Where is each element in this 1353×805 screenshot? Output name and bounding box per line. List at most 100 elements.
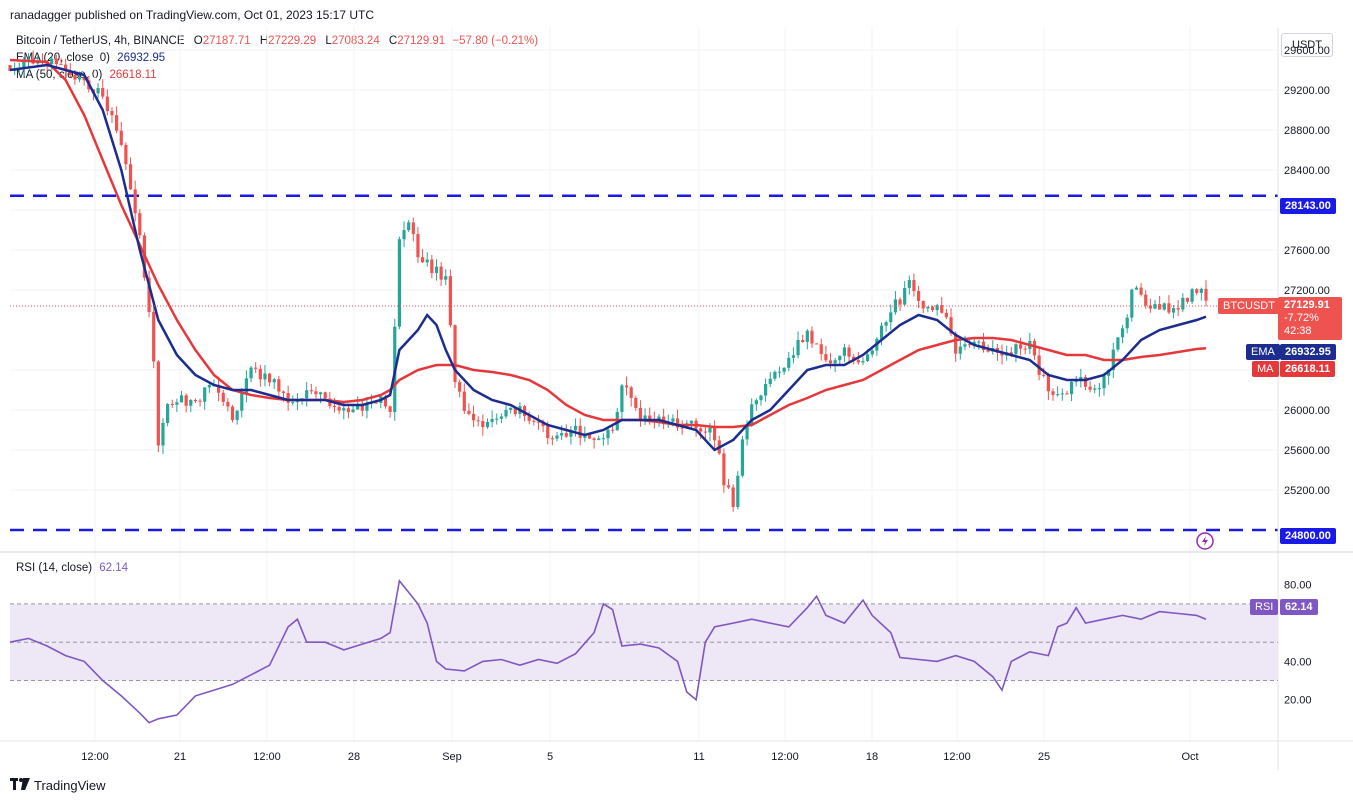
candle-body	[759, 395, 763, 401]
candle-body	[490, 418, 494, 422]
candle-body	[281, 391, 286, 393]
candle-body	[230, 406, 235, 420]
candle-body	[1199, 288, 1203, 293]
candle-body	[291, 402, 295, 404]
candle-body	[458, 382, 462, 392]
candle-body	[383, 396, 388, 407]
candle-body	[810, 330, 814, 344]
candle-body	[351, 409, 355, 413]
candle-body	[1074, 380, 1078, 382]
candle-body	[244, 378, 249, 394]
candle-body	[764, 383, 768, 396]
candle-body	[601, 438, 605, 440]
candle-body	[397, 239, 401, 327]
candle-body	[170, 404, 174, 406]
candle-body	[337, 406, 341, 411]
candle-body	[1065, 393, 1069, 395]
candle-body	[476, 420, 480, 422]
candle-body	[115, 115, 119, 131]
symbol-legend[interactable]: Bitcoin / TetherUS, 4h, BINANCE O27187.7…	[16, 35, 538, 47]
rsi-legend[interactable]: RSI (14, close) 62.14	[16, 562, 128, 574]
time-axis-labels: 12:00 21 12:00 28 Sep 5 11 12:00 18 12:00 25 Oct	[81, 751, 1198, 763]
candle-body	[193, 400, 198, 402]
candle-body	[124, 144, 128, 165]
candle-body	[416, 234, 420, 258]
ma-legend-value: 26618.11	[109, 69, 157, 81]
symbol-title: Bitcoin / TetherUS, 4h, BINANCE	[16, 35, 185, 47]
candle-body	[277, 379, 281, 392]
change-value: −57.80 (−0.21%)	[452, 35, 539, 47]
candle-body	[1051, 391, 1055, 395]
candle-body	[675, 418, 680, 428]
candle-body	[550, 438, 554, 440]
candle-body	[499, 416, 503, 419]
candle-body	[1120, 328, 1125, 338]
candle-body	[26, 58, 31, 60]
candle-body	[342, 408, 346, 411]
candle-body	[680, 427, 684, 429]
time-tick-label: 12:00	[253, 751, 281, 763]
price-tick-label: 25600.00	[1284, 445, 1330, 457]
candle-body	[879, 325, 884, 339]
candle-body	[865, 354, 870, 362]
candle-body	[360, 404, 364, 411]
candle-body	[444, 276, 448, 280]
candle-body	[1167, 303, 1171, 313]
candle-body	[1171, 308, 1176, 313]
candle-body	[179, 395, 184, 403]
candle-body	[713, 427, 717, 441]
candle-body	[726, 485, 731, 488]
candle-body	[944, 312, 949, 318]
ema-legend-value: 26932.95	[117, 52, 166, 64]
open-value: 27187.71	[202, 35, 251, 47]
candle-body	[606, 429, 610, 439]
candle-body	[912, 280, 916, 292]
candle-body	[573, 425, 578, 431]
candle-body	[513, 407, 517, 415]
ema-name-tag: EMA	[1246, 344, 1280, 360]
candle-body	[1134, 287, 1139, 290]
candle-body	[226, 401, 230, 407]
price-tick-label: 28800.00	[1284, 125, 1330, 137]
candle-body	[1102, 375, 1106, 389]
candle-body	[166, 404, 170, 423]
candle-body	[1037, 355, 1041, 375]
candle-body	[745, 425, 749, 440]
candle-body	[555, 435, 559, 439]
tradingview-footer[interactable]: TradingView	[10, 778, 106, 793]
candle-body	[286, 392, 290, 403]
candle-body	[815, 343, 819, 345]
rsi-tick-label: 40.00	[1284, 656, 1312, 668]
time-tick-label: 12:00	[943, 751, 971, 763]
candle-body	[634, 397, 638, 409]
currency-button[interactable]: USDT	[1281, 33, 1333, 57]
candle-body	[768, 378, 772, 384]
lightning-icon	[1196, 532, 1214, 550]
candle-body	[819, 344, 823, 355]
price-tick-label: 29200.00	[1284, 85, 1330, 97]
candle-body	[1056, 394, 1060, 396]
candle-body	[467, 410, 471, 414]
candle-body	[453, 325, 457, 383]
rsi-value-tag: 62.14	[1280, 599, 1318, 615]
candle-body	[147, 277, 151, 312]
candle-body	[462, 391, 466, 411]
candle-body	[504, 409, 508, 417]
candle-body	[267, 373, 272, 383]
candle-body	[448, 276, 452, 326]
price-axis-labels: 29600.0029200.0028800.0028400.0028000.00…	[1284, 45, 1330, 497]
candle-body	[133, 189, 137, 214]
candle-body	[592, 438, 596, 441]
candle-body	[648, 415, 652, 421]
candle-body	[587, 434, 592, 439]
candle-body	[356, 404, 360, 410]
candle-body	[903, 287, 907, 305]
candle-body	[977, 341, 981, 343]
horizontal-levels	[10, 194, 1278, 532]
time-tick-label: 21	[174, 751, 186, 763]
candle-body	[1125, 317, 1129, 329]
candle-body	[235, 410, 239, 420]
candle-body	[930, 306, 935, 311]
ma-name-tag: MA	[1252, 361, 1279, 377]
